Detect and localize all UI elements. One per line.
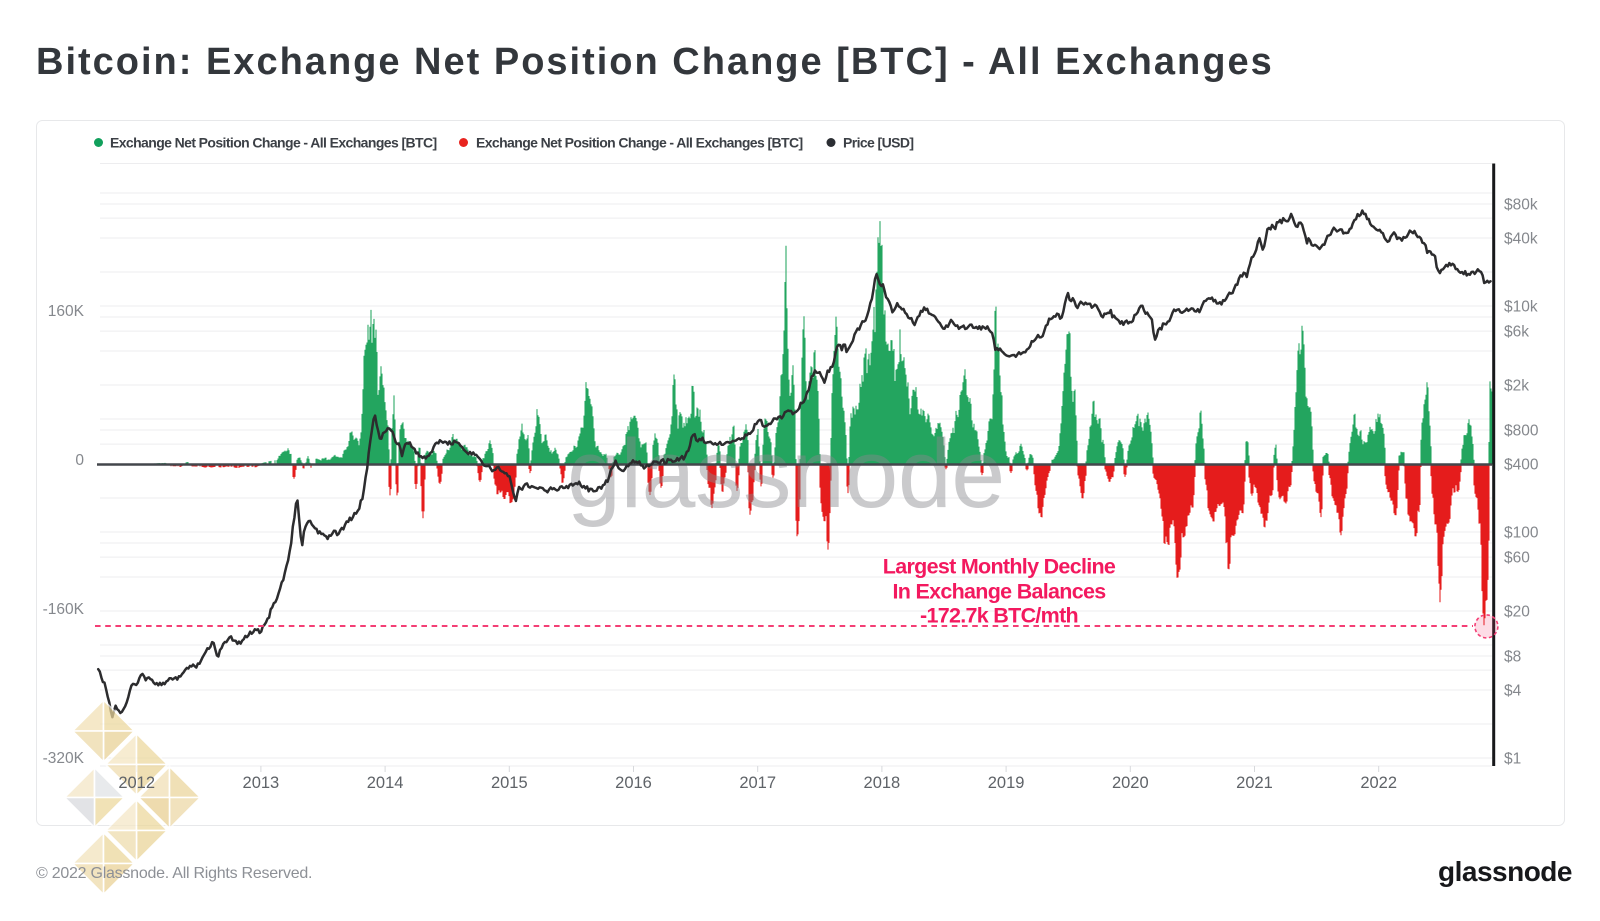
svg-text:Largest Monthly Decline: Largest Monthly Decline <box>883 555 1116 579</box>
svg-text:2014: 2014 <box>367 774 404 792</box>
svg-text:-172.7k BTC/mth: -172.7k BTC/mth <box>920 604 1078 628</box>
svg-text:glassnode: glassnode <box>567 419 1005 528</box>
svg-text:2021: 2021 <box>1236 774 1273 792</box>
svg-text:2017: 2017 <box>739 774 776 792</box>
svg-text:2013: 2013 <box>243 774 280 792</box>
svg-text:$1: $1 <box>1504 751 1521 768</box>
svg-text:2019: 2019 <box>988 774 1025 792</box>
svg-text:2012: 2012 <box>118 774 155 792</box>
svg-text:2020: 2020 <box>1112 774 1149 792</box>
svg-text:$100: $100 <box>1504 525 1539 542</box>
svg-text:$40k: $40k <box>1504 231 1538 248</box>
svg-text:2018: 2018 <box>864 774 901 792</box>
svg-text:-160K: -160K <box>43 601 85 618</box>
svg-text:In Exchange Balances: In Exchange Balances <box>892 580 1106 604</box>
svg-text:$800: $800 <box>1504 423 1539 440</box>
svg-text:Bitcoin: Exchange Net Position: Bitcoin: Exchange Net Position Change [B… <box>36 41 1274 83</box>
svg-text:2022: 2022 <box>1360 774 1397 792</box>
svg-text:Price [USD]: Price [USD] <box>843 135 913 151</box>
svg-text:$2k: $2k <box>1504 378 1529 395</box>
svg-text:Exchange Net Position Change -: Exchange Net Position Change - All Excha… <box>110 135 437 151</box>
svg-text:© 2022 Glassnode. All Rights R: © 2022 Glassnode. All Rights Reserved. <box>36 865 312 882</box>
svg-text:160K: 160K <box>48 303 85 320</box>
svg-text:2015: 2015 <box>491 774 528 792</box>
svg-text:2016: 2016 <box>615 774 652 792</box>
svg-text:$60: $60 <box>1504 550 1530 567</box>
svg-text:$20: $20 <box>1504 604 1530 621</box>
svg-text:$400: $400 <box>1504 457 1539 474</box>
svg-text:0: 0 <box>75 452 84 469</box>
svg-text:$6k: $6k <box>1504 324 1529 341</box>
svg-text:$80k: $80k <box>1504 197 1538 214</box>
svg-text:glassnode: glassnode <box>1438 856 1572 887</box>
svg-text:$8: $8 <box>1504 649 1521 666</box>
svg-text:Exchange Net Position Change -: Exchange Net Position Change - All Excha… <box>476 135 803 151</box>
svg-text:$4: $4 <box>1504 683 1522 700</box>
svg-text:-320K: -320K <box>43 750 85 767</box>
svg-text:$10k: $10k <box>1504 299 1538 316</box>
